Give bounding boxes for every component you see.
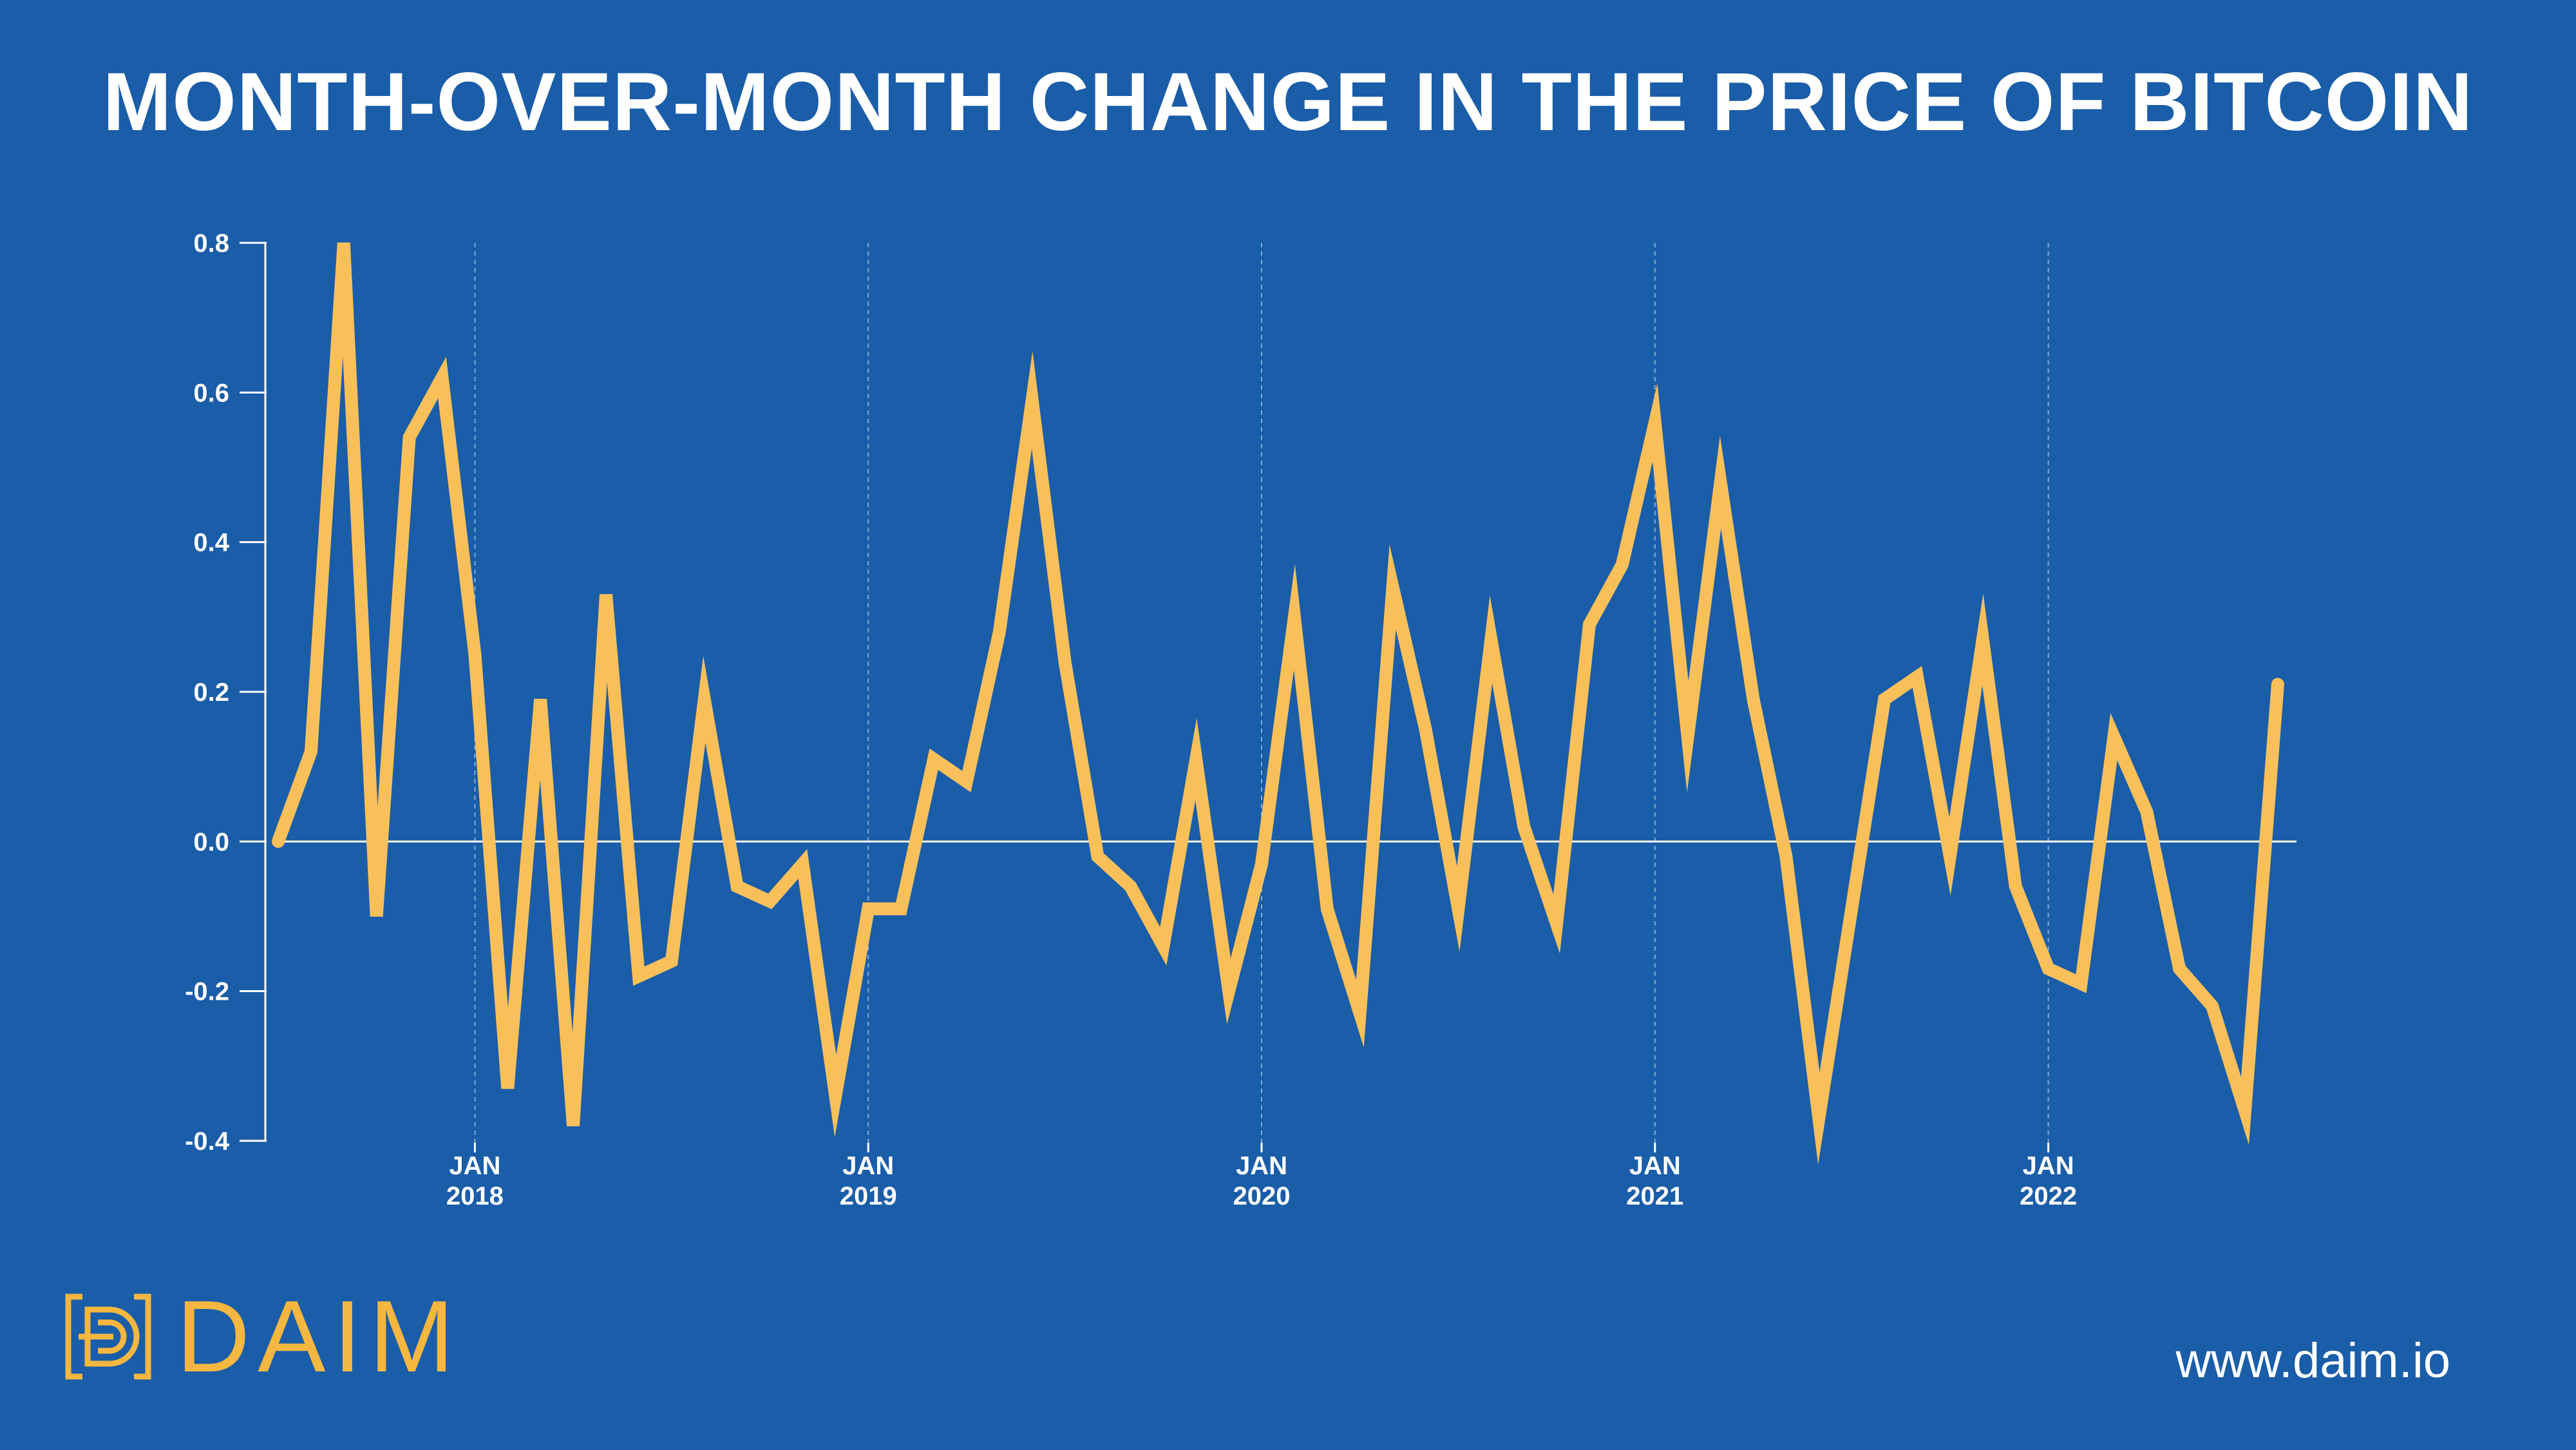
y-tick-label: -0.4 — [185, 1127, 230, 1156]
y-tick-label: 0.6 — [193, 379, 229, 407]
x-tick-label-month: JAN — [2023, 1152, 2074, 1180]
x-tick-label-year: 2021 — [1626, 1182, 1683, 1210]
x-tick-label-month: JAN — [1236, 1152, 1287, 1180]
y-tick-label: -0.2 — [185, 978, 229, 1006]
x-tick-label-year: 2022 — [2020, 1182, 2077, 1210]
y-tick-label: 0.2 — [193, 678, 229, 707]
daim-logo: DAIM — [63, 1286, 462, 1388]
x-tick-label-month: JAN — [449, 1152, 500, 1180]
series-line — [272, 242, 2284, 1165]
website-link[interactable]: www.daim.io — [2175, 1333, 2450, 1388]
chart-title: MONTH-OVER-MONTH CHANGE IN THE PRICE OF … — [102, 56, 2474, 148]
x-tick-label-year: 2020 — [1233, 1182, 1291, 1210]
y-tick-label: 0.4 — [193, 529, 229, 557]
y-tick-label: 0.0 — [193, 828, 229, 856]
x-tick-label-month: JAN — [842, 1152, 894, 1180]
y-tick-label: 0.8 — [193, 229, 229, 258]
x-tick-label-year: 2018 — [446, 1182, 504, 1210]
logo-wordmark: DAIM — [176, 1280, 462, 1393]
x-tick-label-year: 2019 — [840, 1182, 897, 1210]
x-tick-label-month: JAN — [1629, 1152, 1681, 1180]
daim-logo-icon — [65, 1293, 151, 1380]
